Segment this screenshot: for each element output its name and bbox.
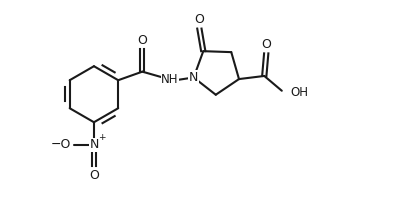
Text: N: N (189, 71, 198, 84)
Text: O: O (137, 34, 147, 47)
Text: O: O (89, 169, 99, 182)
Text: OH: OH (291, 86, 308, 99)
Text: N: N (89, 138, 99, 151)
Text: O: O (261, 38, 271, 51)
Text: O: O (195, 13, 204, 26)
Text: −O: −O (51, 138, 71, 151)
Text: NH: NH (161, 73, 179, 86)
Text: +: + (98, 133, 105, 142)
